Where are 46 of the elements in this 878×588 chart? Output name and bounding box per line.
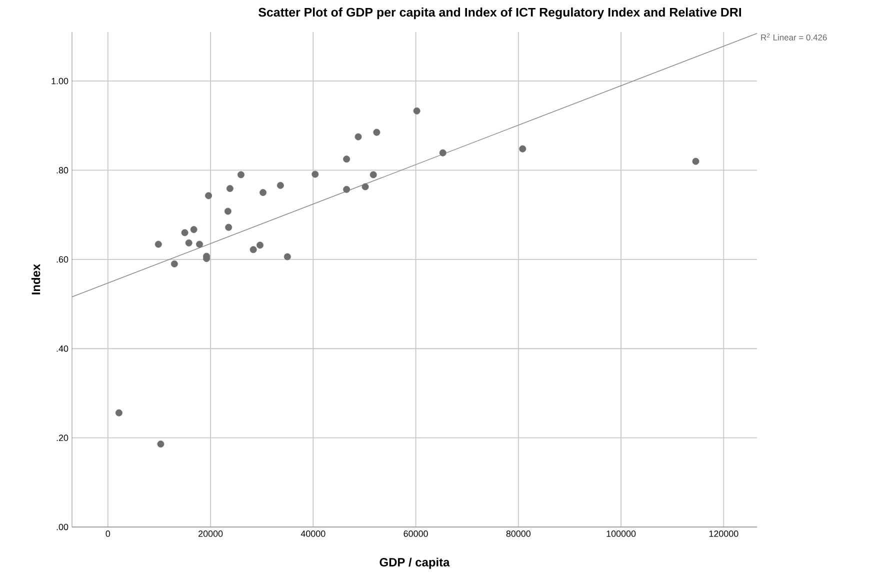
point	[519, 145, 526, 152]
point	[157, 440, 164, 448]
chart-title: Scatter Plot of GDP per capita and Index of ICT Regulatory Index and Relative DRI	[258, 8, 742, 20]
point	[439, 149, 446, 156]
point	[154, 240, 162, 248]
x-tick-label: 0	[106, 530, 110, 537]
point	[373, 128, 380, 136]
point	[256, 242, 264, 249]
point	[413, 107, 420, 114]
x-axis-title: GDP / capita	[380, 558, 450, 569]
point	[354, 133, 362, 140]
text: R$^{2}$ Linear = 0.426	[761, 33, 827, 40]
point	[362, 183, 369, 190]
point	[225, 224, 232, 231]
point	[276, 182, 284, 189]
y-tick-label: 1.00	[52, 78, 68, 84]
x-tick-label: 120000	[709, 530, 738, 537]
point	[190, 226, 198, 234]
x-tick-label: 20000	[198, 530, 223, 537]
point	[170, 260, 178, 268]
x-tick-label: 60000	[404, 530, 428, 537]
point	[284, 253, 291, 260]
point	[312, 170, 319, 178]
point	[181, 229, 188, 236]
point	[343, 186, 350, 193]
point	[185, 239, 192, 246]
y-tick-label: .60	[56, 256, 68, 263]
point	[205, 192, 212, 200]
point	[343, 156, 350, 163]
x-tick-label: 80000	[506, 530, 531, 537]
y-tick-label: .80	[56, 167, 68, 174]
point	[250, 246, 257, 254]
x-tick-label: 40000	[300, 530, 326, 537]
y-tick-label: .00	[56, 524, 68, 530]
point	[260, 189, 267, 196]
point	[692, 158, 700, 165]
y-axis-title: Index	[31, 264, 40, 294]
y-tick-label: .40	[56, 345, 68, 352]
point	[226, 185, 234, 192]
point	[237, 171, 244, 178]
point	[224, 208, 232, 215]
x-tick-label: 100000	[606, 530, 636, 537]
y-tick-label: .20	[56, 434, 68, 441]
point	[115, 409, 122, 416]
point	[370, 171, 377, 178]
point	[196, 240, 203, 248]
